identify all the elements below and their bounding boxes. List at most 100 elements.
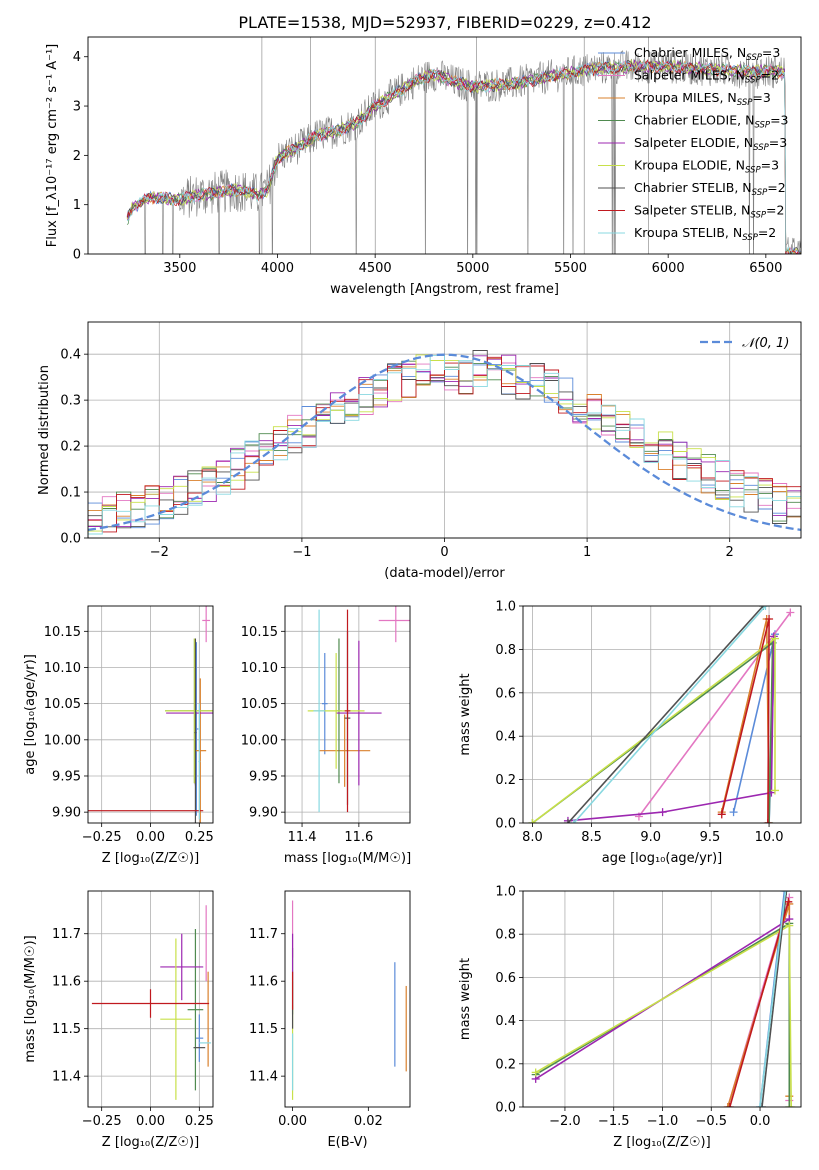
y-tick-label: 0.8 <box>495 928 516 943</box>
legend-label-sub: SSP <box>746 53 762 63</box>
axes-frame <box>87 605 214 824</box>
mass-weight-marker <box>765 615 774 624</box>
y-tick-label: 0.4 <box>495 1014 516 1029</box>
x-tick-label: 11.4 <box>288 830 317 845</box>
legend-label-sub: SSP <box>745 166 761 176</box>
legend-label-main: Kroupa ELODIE, N <box>634 158 745 173</box>
legend-label-main: Salpeter ELODIE, N <box>634 135 753 150</box>
weight-vs-metallicity-panel: −2.0 −1.5 −1.0 −0.5 0.0 0.0 0.2 0.4 0.6 0.8 1.0 Z [… <box>458 885 802 1150</box>
axes-frame <box>284 890 411 1108</box>
y-tick-label: 10.15 <box>44 625 81 640</box>
y-tick-label: 11.5 <box>249 1022 278 1037</box>
x-tick-label: 9.5 <box>700 830 721 845</box>
legend-label: Salpeter MILES, NSSP=2 <box>634 68 779 86</box>
y-tick-label: 11.4 <box>249 1070 278 1085</box>
x-tick-label: −1 <box>292 545 311 560</box>
y-tick-label: 1.0 <box>495 885 516 900</box>
x-tick-label: 11.6 <box>344 830 373 845</box>
axes-frame <box>284 605 411 824</box>
mass-weight-marker <box>785 921 794 930</box>
x-tick-label: 2 <box>726 545 734 560</box>
errorbar-group <box>88 606 213 823</box>
histogram-lines <box>88 350 801 538</box>
legend-label: Salpeter STELIB, NSSP=2 <box>634 203 784 221</box>
y-axis-label: age [log₁₀(age/yr)] <box>23 654 38 775</box>
observed-spectrum-line <box>126 37 801 254</box>
y-tick-label: 10.00 <box>241 733 278 748</box>
y-tick-label: 11.6 <box>249 975 278 990</box>
y-tick-label: 1.0 <box>495 600 516 615</box>
mass-weight-marker <box>763 819 772 823</box>
legend-label-sub: SSP <box>750 211 766 221</box>
spectrum-panel: PLATE=1538, MJD=52937, FIBERID=0229, z=0… <box>45 13 802 297</box>
y-tick-label: 10.05 <box>241 697 278 712</box>
weight-vs-age-panel: 8.0 8.5 9.0 9.5 10.0 0.0 0.2 0.4 0.6 0.8 1.0 age [l… <box>458 600 802 866</box>
spectrum-title: PLATE=1538, MJD=52937, FIBERID=0229, z=0… <box>238 13 651 32</box>
errorbar-group <box>307 606 410 813</box>
age-vs-mass-panel: 11.4 11.6 9.90 9.95 10.00 10.05 10.10 10.15 mass… <box>241 605 411 866</box>
mass-weight-marker <box>725 1103 734 1107</box>
legend-label-suffix: =2 <box>766 203 784 218</box>
legend-label-main: Chabrier ELODIE, N <box>634 113 754 128</box>
legend-label-main: Kroupa MILES, N <box>634 90 737 105</box>
axes-frame <box>87 36 802 255</box>
x-axis-label: (data-model)/error <box>384 566 505 581</box>
y-tick-label: 0.3 <box>60 394 81 409</box>
legend-label-sub: SSP <box>742 233 758 243</box>
legend-label-suffix: =3 <box>769 135 787 150</box>
x-axis-label: E(B-V) <box>327 1135 367 1150</box>
x-tick-label: 0 <box>440 545 448 560</box>
y-tick-label: 9.90 <box>52 806 81 821</box>
legend-label-suffix: =2 <box>758 225 776 240</box>
mass-weight-line <box>729 901 790 1107</box>
mass-weight-marker <box>756 1103 765 1107</box>
mass-weight-marker <box>563 819 572 823</box>
x-tick-label: −0.25 <box>82 830 122 845</box>
y-tick-label: 10.15 <box>241 625 278 640</box>
mass-weight-marker <box>781 891 790 895</box>
x-tick-label: 0.25 <box>185 1114 214 1129</box>
x-tick-label: 6500 <box>749 261 782 276</box>
mass-weight-marker <box>658 808 667 817</box>
legend-label: Chabrier STELIB, NSSP=2 <box>634 180 786 198</box>
x-tick-label: 1 <box>583 545 591 560</box>
x-tick-label: 0.00 <box>136 830 165 845</box>
mass-weight-marker <box>785 1103 794 1107</box>
mass-weight-marker <box>787 1103 796 1107</box>
x-tick-label: 4500 <box>359 261 392 276</box>
legend-label-sub: SSP <box>754 121 770 131</box>
mass-weight-marker <box>770 786 779 795</box>
x-tick-label: 0.00 <box>278 1114 307 1129</box>
x-axis-label: age [log₁₀(age/yr)] <box>602 851 723 866</box>
y-tick-label: 0.2 <box>495 773 516 788</box>
mass-weight-marker <box>765 819 774 823</box>
legend-label-main: Chabrier MILES, N <box>634 45 746 60</box>
legend-label: Kroupa ELODIE, NSSP=3 <box>634 158 779 176</box>
legend-label: Kroupa STELIB, NSSP=2 <box>634 225 776 243</box>
model-spectrum-line <box>126 59 801 254</box>
x-tick-label: 8.0 <box>522 830 543 845</box>
y-tick-label: 0.4 <box>495 730 516 745</box>
model-spectrum-line <box>126 59 801 254</box>
y-tick-label: 0.0 <box>60 532 81 547</box>
mass-weight-marker <box>528 819 537 823</box>
y-axis-label: mass weight <box>458 958 473 1040</box>
legend-label: Chabrier MILES, NSSP=3 <box>634 45 780 63</box>
legend-label-main: Kroupa STELIB, N <box>634 225 742 240</box>
y-tick-label: 0.6 <box>495 686 516 701</box>
mass-weight-line <box>761 891 788 1107</box>
y-tick-label: 0.0 <box>495 1101 516 1116</box>
y-axis-label: mass weight <box>458 673 473 755</box>
errorbar-group <box>291 900 407 1100</box>
legend-label: Kroupa MILES, NSSP=3 <box>634 90 771 108</box>
model-spectrum-line <box>126 58 798 254</box>
mass-weight-marker <box>569 819 578 823</box>
mass-weight-marker <box>770 634 779 643</box>
x-axis-label: Z [log₁₀(Z/Z☉)] <box>613 1135 710 1150</box>
y-tick-label: 0.8 <box>495 643 516 658</box>
mass-weight-marker <box>757 1103 766 1107</box>
y-tick-label: 11.7 <box>52 927 81 942</box>
y-tick-label: 11.5 <box>52 1022 81 1037</box>
mass-vs-metallicity-panel: −0.25 0.00 0.25 11.4 11.5 11.6 11.7 Z [log₁₀(Z/… <box>23 890 214 1150</box>
